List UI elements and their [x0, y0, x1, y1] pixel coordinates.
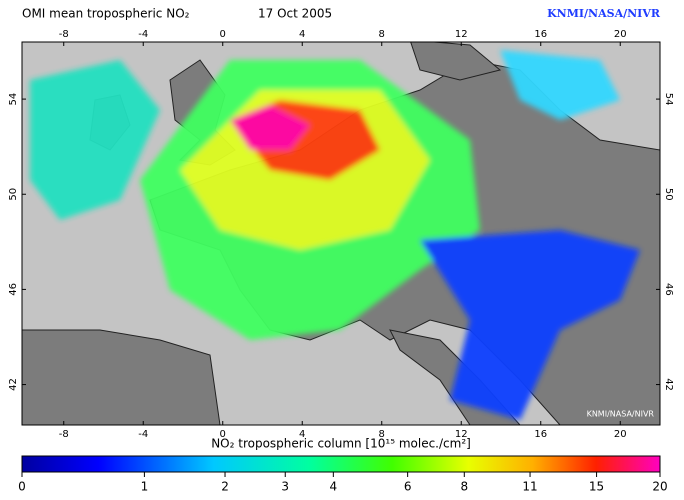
lon-label-top: 16: [534, 29, 547, 40]
lat-label-left: 42: [8, 378, 19, 391]
lon-label-top: 12: [455, 29, 468, 40]
colorbar-tick-label: 11: [522, 480, 537, 494]
swath-north: [500, 50, 620, 120]
map-area: [22, 42, 660, 425]
lat-label-right: 50: [663, 188, 674, 201]
lon-label-bottom: -8: [59, 429, 69, 440]
iberia: [22, 329, 221, 425]
lat-label-right: 54: [663, 93, 674, 106]
lon-label-bottom: 4: [299, 429, 305, 440]
lon-label-top: -4: [138, 29, 148, 40]
no2-swaths: [30, 50, 640, 420]
lon-label-top: 4: [299, 29, 305, 40]
swath-cyan: [30, 60, 160, 220]
colorbar-label: NO₂ tropospheric column [10¹⁵ molec./cm²…: [211, 437, 471, 451]
lon-label-top: 0: [220, 29, 226, 40]
title: OMI mean tropospheric NO₂: [22, 7, 190, 21]
colorbar-tick-label: 2: [221, 480, 229, 494]
lon-label-bottom: 12: [455, 429, 468, 440]
colorbar-tick-label: 0: [18, 480, 26, 494]
colorbar-tick-label: 20: [652, 480, 667, 494]
credit: KNMI/NASA/NIVR: [547, 7, 661, 20]
colorbar-tick-label: 8: [460, 480, 468, 494]
lon-label-top: 20: [614, 29, 627, 40]
colorbar-tick-label: 15: [589, 480, 604, 494]
lon-label-bottom: 8: [379, 429, 385, 440]
lat-label-right: 42: [663, 378, 674, 391]
colorbar-tick-label: 4: [330, 480, 338, 494]
colorbar: [21, 455, 661, 473]
date: 17 Oct 2005: [258, 7, 332, 21]
lat-label-left: 54: [8, 93, 19, 106]
lat-label-right: 46: [663, 283, 674, 296]
lon-label-bottom: 20: [614, 429, 627, 440]
watermark: KNMI/NASA/NIVR: [587, 410, 655, 419]
swath-blue: [420, 230, 640, 420]
colorbar-tick-label: 1: [141, 480, 149, 494]
lat-label-left: 50: [8, 188, 19, 201]
lon-label-bottom: 0: [220, 429, 226, 440]
lon-label-bottom: -4: [138, 429, 148, 440]
map-frame: [21, 41, 661, 426]
swath-magenta: [230, 105, 310, 150]
colorbar-tick-label: 3: [281, 480, 289, 494]
colorbar-tick-label: 6: [404, 480, 412, 494]
lat-label-left: 46: [8, 283, 19, 296]
lon-label-top: -8: [59, 29, 69, 40]
lon-label-bottom: 16: [534, 429, 547, 440]
lon-label-top: 8: [379, 29, 385, 40]
denmark: [410, 42, 502, 81]
